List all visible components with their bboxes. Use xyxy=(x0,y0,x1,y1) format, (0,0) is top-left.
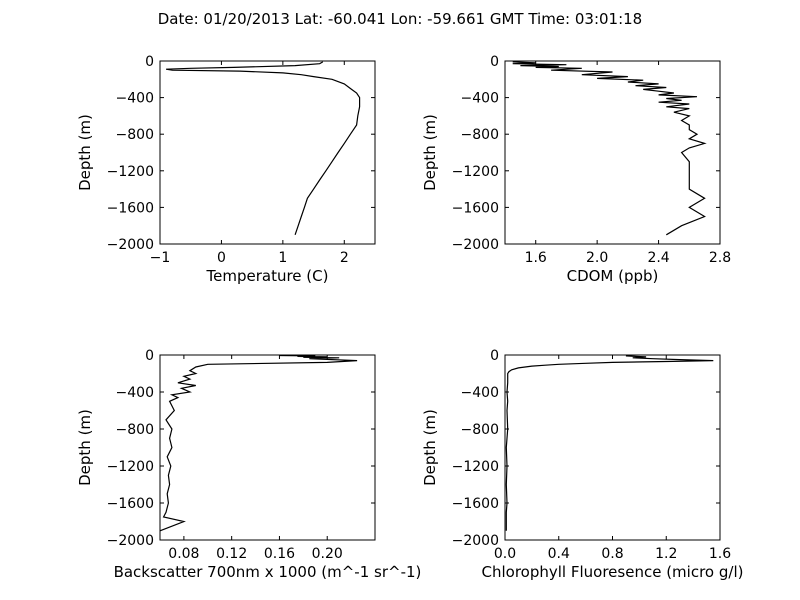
chlorophyll-y-tick-label: −1600 xyxy=(452,496,499,512)
chlorophyll-y-tick-label: 0 xyxy=(490,348,499,364)
cdom-x-tick-label: 1.6 xyxy=(525,250,547,266)
temperature-axes-frame xyxy=(159,60,376,245)
cdom-axes-frame xyxy=(504,60,721,245)
backscatter-x-tick-label: 0.20 xyxy=(312,546,343,562)
backscatter-y-tick-label: −400 xyxy=(116,385,154,401)
chlorophyll-y-tick-label: −800 xyxy=(461,422,499,438)
cdom-x-tick-label: 2.0 xyxy=(586,250,608,266)
backscatter-y-tick-label: −800 xyxy=(116,422,154,438)
cdom-x-axis-label: CDOM (ppb) xyxy=(567,267,659,285)
chlorophyll-x-axis-label: Chlorophyll Fluoresence (micro g/l) xyxy=(482,563,744,581)
backscatter-x-tick-label: 0.16 xyxy=(264,546,295,562)
cdom-y-tick-label: 0 xyxy=(490,54,499,70)
backscatter-y-axis-label: Depth (m) xyxy=(76,409,94,486)
panel-backscatter: 0.08 0.12 0.16 0.20 0 −400 −800 −1200 −1600 −2000… xyxy=(76,348,421,581)
temperature-y-tick-label: −2000 xyxy=(107,237,154,253)
temperature-y-tick-label: −400 xyxy=(116,91,154,107)
cdom-y-tick-label: −800 xyxy=(461,127,499,143)
backscatter-x-tick-label: 0.12 xyxy=(216,546,247,562)
backscatter-y-tick-label: −1200 xyxy=(107,459,154,475)
cdom-x-tick-label: 2.4 xyxy=(647,250,669,266)
cdom-y-tick-label: −1200 xyxy=(452,164,499,180)
temperature-x-tick-label: 0 xyxy=(217,250,226,266)
temperature-y-tick-label: −800 xyxy=(116,127,154,143)
cdom-y-axis-label: Depth (m) xyxy=(421,114,439,191)
backscatter-series-line xyxy=(159,354,358,532)
figure-title: Date: 01/20/2013 Lat: -60.041 Lon: -59.6… xyxy=(158,10,642,28)
cdom-series-line xyxy=(512,61,707,236)
cdom-x-tick-label: 2.8 xyxy=(709,250,731,266)
chlorophyll-y-tick-label: −2000 xyxy=(452,533,499,549)
chlorophyll-y-tick-label: −1200 xyxy=(452,459,499,475)
chlorophyll-x-tick-label: 0.8 xyxy=(601,546,623,562)
temperature-y-tick-label: −1200 xyxy=(107,164,154,180)
temperature-y-tick-label: −1600 xyxy=(107,200,154,216)
panel-cdom: 1.6 2.0 2.4 2.8 0 −400 −800 −1200 −1600 −2000 CDOM… xyxy=(421,54,731,285)
chlorophyll-axes-frame xyxy=(504,354,721,541)
temperature-x-tick-label: 2 xyxy=(340,250,349,266)
temperature-x-tick-label: −1 xyxy=(150,250,171,266)
temperature-x-tick-label: 1 xyxy=(278,250,287,266)
backscatter-y-tick-label: 0 xyxy=(145,348,154,364)
cdom-y-tick-label: −400 xyxy=(461,91,499,107)
chlorophyll-x-tick-label: 1.2 xyxy=(655,546,677,562)
chlorophyll-y-tick-label: −400 xyxy=(461,385,499,401)
chlorophyll-series-line xyxy=(505,355,714,531)
temperature-series-line xyxy=(166,61,361,235)
backscatter-x-axis-label: Backscatter 700nm x 1000 (m^-1 sr^-1) xyxy=(114,563,422,581)
panel-chlorophyll: 0.0 0.4 0.8 1.2 1.6 0 −400 −800 −1200 −1600 −2000 C… xyxy=(421,348,743,581)
temperature-y-tick-label: 0 xyxy=(145,54,154,70)
chlorophyll-x-tick-label: 1.6 xyxy=(709,546,731,562)
backscatter-y-tick-label: −1600 xyxy=(107,496,154,512)
cdom-y-tick-label: −2000 xyxy=(452,237,499,253)
chlorophyll-x-tick-label: 0.0 xyxy=(494,546,516,562)
chlorophyll-y-axis-label: Depth (m) xyxy=(421,409,439,486)
backscatter-y-tick-label: −2000 xyxy=(107,533,154,549)
cdom-y-tick-label: −1600 xyxy=(452,200,499,216)
panel-temperature: −1 0 1 2 0 −400 −800 −1200 −1600 −2000 Temperature… xyxy=(76,54,376,285)
temperature-y-axis-label: Depth (m) xyxy=(76,114,94,191)
backscatter-x-tick-label: 0.08 xyxy=(168,546,199,562)
chlorophyll-x-tick-label: 0.4 xyxy=(548,546,570,562)
temperature-x-axis-label: Temperature (C) xyxy=(206,267,329,285)
backscatter-axes-frame xyxy=(159,354,376,541)
